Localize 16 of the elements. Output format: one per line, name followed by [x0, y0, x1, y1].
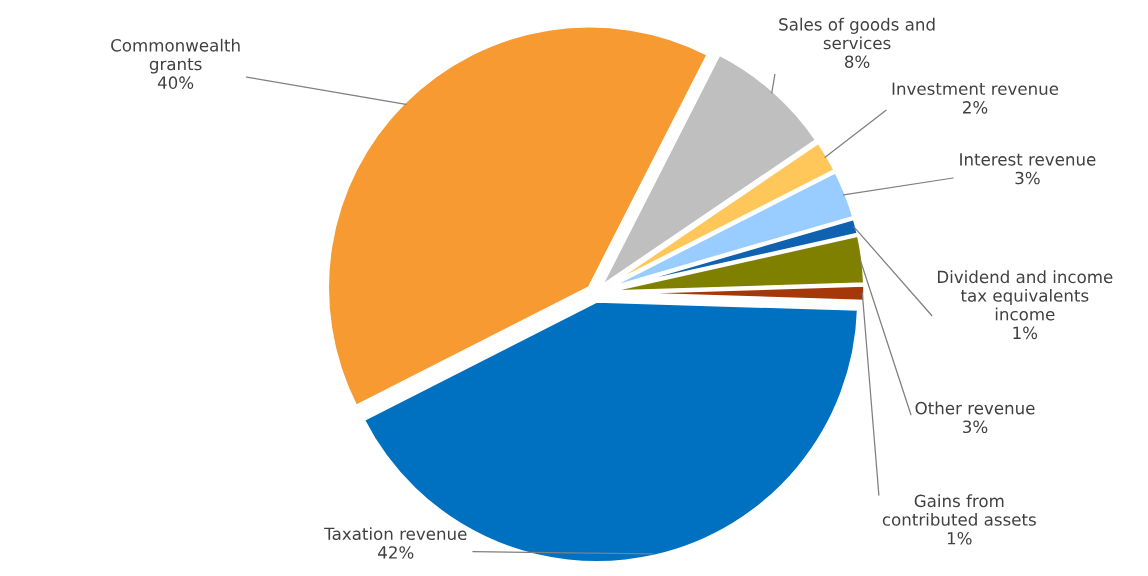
slice-label: Interest revenue: [960, 153, 1096, 166]
slice-label: Dividend and income tax equivalents income: [937, 270, 1113, 321]
slice-label: Sales of goods and services: [779, 17, 935, 50]
slice-label: Investment revenue: [892, 82, 1059, 95]
data-label: 3%: [963, 420, 988, 434]
data-label: 40%: [157, 76, 194, 89]
data-label: 42%: [378, 546, 414, 559]
slice-label: Gains from contributed assets: [882, 494, 1036, 526]
data-label: 8%: [844, 55, 870, 69]
data-label: 3%: [1015, 171, 1040, 185]
slice-label: Taxation revenue: [324, 527, 467, 541]
data-label: 1%: [947, 531, 972, 545]
data-label: 2%: [963, 101, 988, 114]
slice-label: Commonwealth grants: [111, 38, 240, 74]
slice-label: Other revenue: [915, 401, 1035, 415]
data-label: 1%: [1013, 326, 1038, 340]
